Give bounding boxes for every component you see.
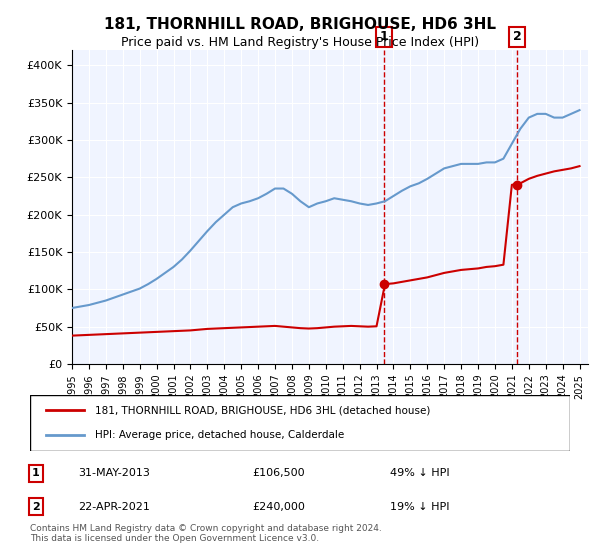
Text: 49% ↓ HPI: 49% ↓ HPI: [390, 468, 449, 478]
Text: 1: 1: [379, 30, 388, 44]
Text: 2: 2: [32, 502, 40, 512]
Text: 19% ↓ HPI: 19% ↓ HPI: [390, 502, 449, 512]
Text: Contains HM Land Registry data © Crown copyright and database right 2024.
This d: Contains HM Land Registry data © Crown c…: [30, 524, 382, 543]
Text: HPI: Average price, detached house, Calderdale: HPI: Average price, detached house, Cald…: [95, 430, 344, 440]
Text: 181, THORNHILL ROAD, BRIGHOUSE, HD6 3HL (detached house): 181, THORNHILL ROAD, BRIGHOUSE, HD6 3HL …: [95, 405, 430, 416]
Text: £106,500: £106,500: [252, 468, 305, 478]
Text: 181, THORNHILL ROAD, BRIGHOUSE, HD6 3HL: 181, THORNHILL ROAD, BRIGHOUSE, HD6 3HL: [104, 17, 496, 32]
Text: 1: 1: [32, 468, 40, 478]
FancyBboxPatch shape: [30, 395, 570, 451]
Text: Price paid vs. HM Land Registry's House Price Index (HPI): Price paid vs. HM Land Registry's House …: [121, 36, 479, 49]
Text: 2: 2: [513, 30, 521, 44]
Text: 22-APR-2021: 22-APR-2021: [78, 502, 150, 512]
Text: 31-MAY-2013: 31-MAY-2013: [78, 468, 150, 478]
Text: £240,000: £240,000: [252, 502, 305, 512]
